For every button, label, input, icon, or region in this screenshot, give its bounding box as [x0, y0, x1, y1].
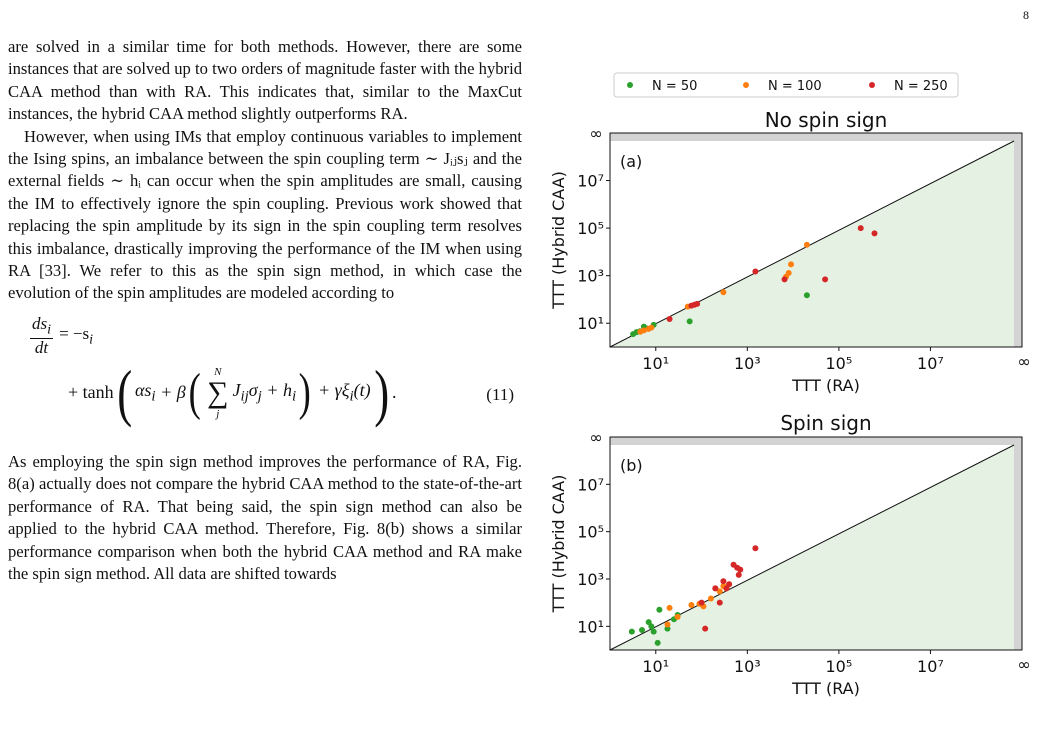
scatter-point-series-2 [726, 581, 733, 588]
equation-number: (11) [486, 384, 514, 404]
x-tick-label: 10⁷ [917, 354, 944, 373]
equation-11: dsi dt = −si + tanh ( αsi + β ( N ∑ j Ji… [8, 309, 522, 451]
y-infinity-label: ∞ [589, 124, 602, 143]
y-tick-label: 10¹ [577, 314, 604, 333]
y-tick-label: 10⁷ [577, 475, 604, 494]
scatter-point-series-0 [638, 626, 645, 633]
scatter-point-series-2 [781, 276, 788, 283]
scatter-point-series-1 [664, 621, 671, 628]
scatter-point-series-2 [694, 300, 701, 307]
legend: N = 50 N = 100 N = 250 [613, 72, 959, 98]
scatter-point-series-0 [650, 628, 657, 635]
scatter-point-series-1 [674, 613, 681, 620]
legend-marker-n50 [627, 82, 633, 88]
page-number: 8 [1023, 8, 1029, 22]
y-tick-label: 10⁵ [577, 523, 604, 542]
y-infinity-label: ∞ [589, 428, 602, 447]
infinity-band-right [1014, 133, 1022, 347]
legend-label-n100: N = 100 [768, 79, 822, 94]
infinity-band-top [610, 437, 1022, 445]
equation-line-2: + tanh ( αsi + β ( N ∑ j Jijσj + hi ) + … [68, 356, 397, 428]
legend-marker-n250 [869, 82, 875, 88]
summation: N ∑ j [207, 365, 229, 420]
scatter-point-series-2 [698, 599, 705, 606]
scatter-point-series-2 [752, 268, 759, 275]
x-tick-label: 10³ [734, 657, 761, 676]
x-tick-label: 10¹ [642, 354, 669, 373]
scatter-point-series-1 [720, 289, 727, 296]
x-axis-label: TTT (RA) [791, 376, 860, 395]
panel-b: Spin sign (b) 10¹ 10¹ 10³ 10³ 10⁵ 10⁵ 10⁷ 10⁷ ∞ ∞ TT… [549, 411, 1031, 698]
left-text-column: are solved in a similar time for both me… [8, 36, 522, 585]
scatter-point-series-2 [666, 316, 673, 323]
scatter-point-series-0 [664, 625, 671, 632]
y-tick-label: 10⁵ [577, 219, 604, 238]
equation-line-1: dsi dt = −si [30, 313, 94, 358]
scatter-point-series-0 [648, 623, 655, 630]
scatter-point-series-2 [857, 225, 864, 232]
diagonal-line [609, 140, 1015, 348]
scatter-point-series-1 [707, 595, 714, 602]
scatter-point-series-2 [702, 625, 709, 632]
chart-title: Spin sign [780, 411, 871, 435]
paragraph-1: are solved in a similar time for both me… [8, 37, 522, 124]
y-tick-label: 10⁷ [577, 172, 604, 191]
scatter-point-series-1 [785, 269, 792, 276]
scatter-point-series-1 [640, 327, 647, 334]
x-infinity-label: ∞ [1017, 655, 1030, 674]
y-axis-label: TTT (Hybrid CAA) [549, 171, 568, 310]
axes-frame [609, 436, 1023, 651]
x-tick-label: 10¹ [642, 657, 669, 676]
scatter-point-series-1 [648, 324, 655, 331]
scatter-point-series-2 [735, 571, 742, 578]
legend-marker-n100 [743, 82, 749, 88]
scatter-point-series-1 [803, 241, 810, 248]
legend-label-n250: N = 250 [894, 79, 948, 94]
panel-label: (b) [620, 456, 643, 475]
scatter-point-series-2 [720, 578, 727, 585]
scatter-point-series-1 [788, 261, 795, 268]
figure-8-svg: N = 50 N = 100 N = 250 No spin sign (a) 10… [549, 72, 1031, 698]
x-tick-label: 10³ [734, 354, 761, 373]
x-axis-label: TTT (RA) [791, 679, 860, 698]
scatter-point-series-0 [656, 606, 663, 613]
scatter-point-series-0 [803, 292, 810, 299]
scatter-point-series-1 [666, 604, 673, 611]
legend-box [613, 72, 959, 98]
scatter-point-series-2 [716, 599, 723, 606]
y-tick-label: 10³ [577, 267, 604, 286]
panel-a: No spin sign (a) 10¹ 10¹ 10³ 10³ 10⁵ 10⁵ 10⁷ 10⁷ ∞… [549, 108, 1031, 395]
scatter-point-series-0 [628, 628, 635, 635]
x-tick-label: 10⁷ [917, 657, 944, 676]
y-tick-label: 10¹ [577, 617, 604, 636]
infinity-band-right [1014, 437, 1022, 650]
scatter-point-series-1 [716, 588, 723, 595]
scatter-point-series-2 [752, 545, 759, 552]
scatter-point-series-2 [737, 566, 744, 573]
scatter-point-series-0 [654, 639, 661, 646]
axes-frame [609, 132, 1023, 348]
scatter-point-series-1 [688, 601, 695, 608]
paragraph-2: However, when using IMs that employ cont… [8, 126, 522, 303]
chart-title: No spin sign [765, 108, 888, 132]
x-tick-label: 10⁵ [825, 657, 852, 676]
x-tick-label: 10⁵ [825, 354, 852, 373]
scatter-point-series-0 [686, 318, 693, 325]
x-infinity-label: ∞ [1017, 352, 1030, 371]
paragraph-3: As employing the spin sign method improv… [8, 451, 522, 583]
scatter-point-series-2 [822, 276, 829, 283]
legend-label-n50: N = 50 [652, 79, 697, 94]
panel-label: (a) [620, 152, 642, 171]
scatter-point-series-2 [871, 230, 878, 237]
y-axis-label: TTT (Hybrid CAA) [549, 475, 568, 614]
scatter-point-series-2 [712, 585, 719, 592]
infinity-band-top [610, 133, 1022, 141]
figure-8: N = 50 N = 100 N = 250 No spin sign (a) 10… [540, 0, 1041, 726]
y-tick-label: 10³ [577, 570, 604, 589]
fraction-ds-dt: dsi dt [30, 313, 54, 358]
